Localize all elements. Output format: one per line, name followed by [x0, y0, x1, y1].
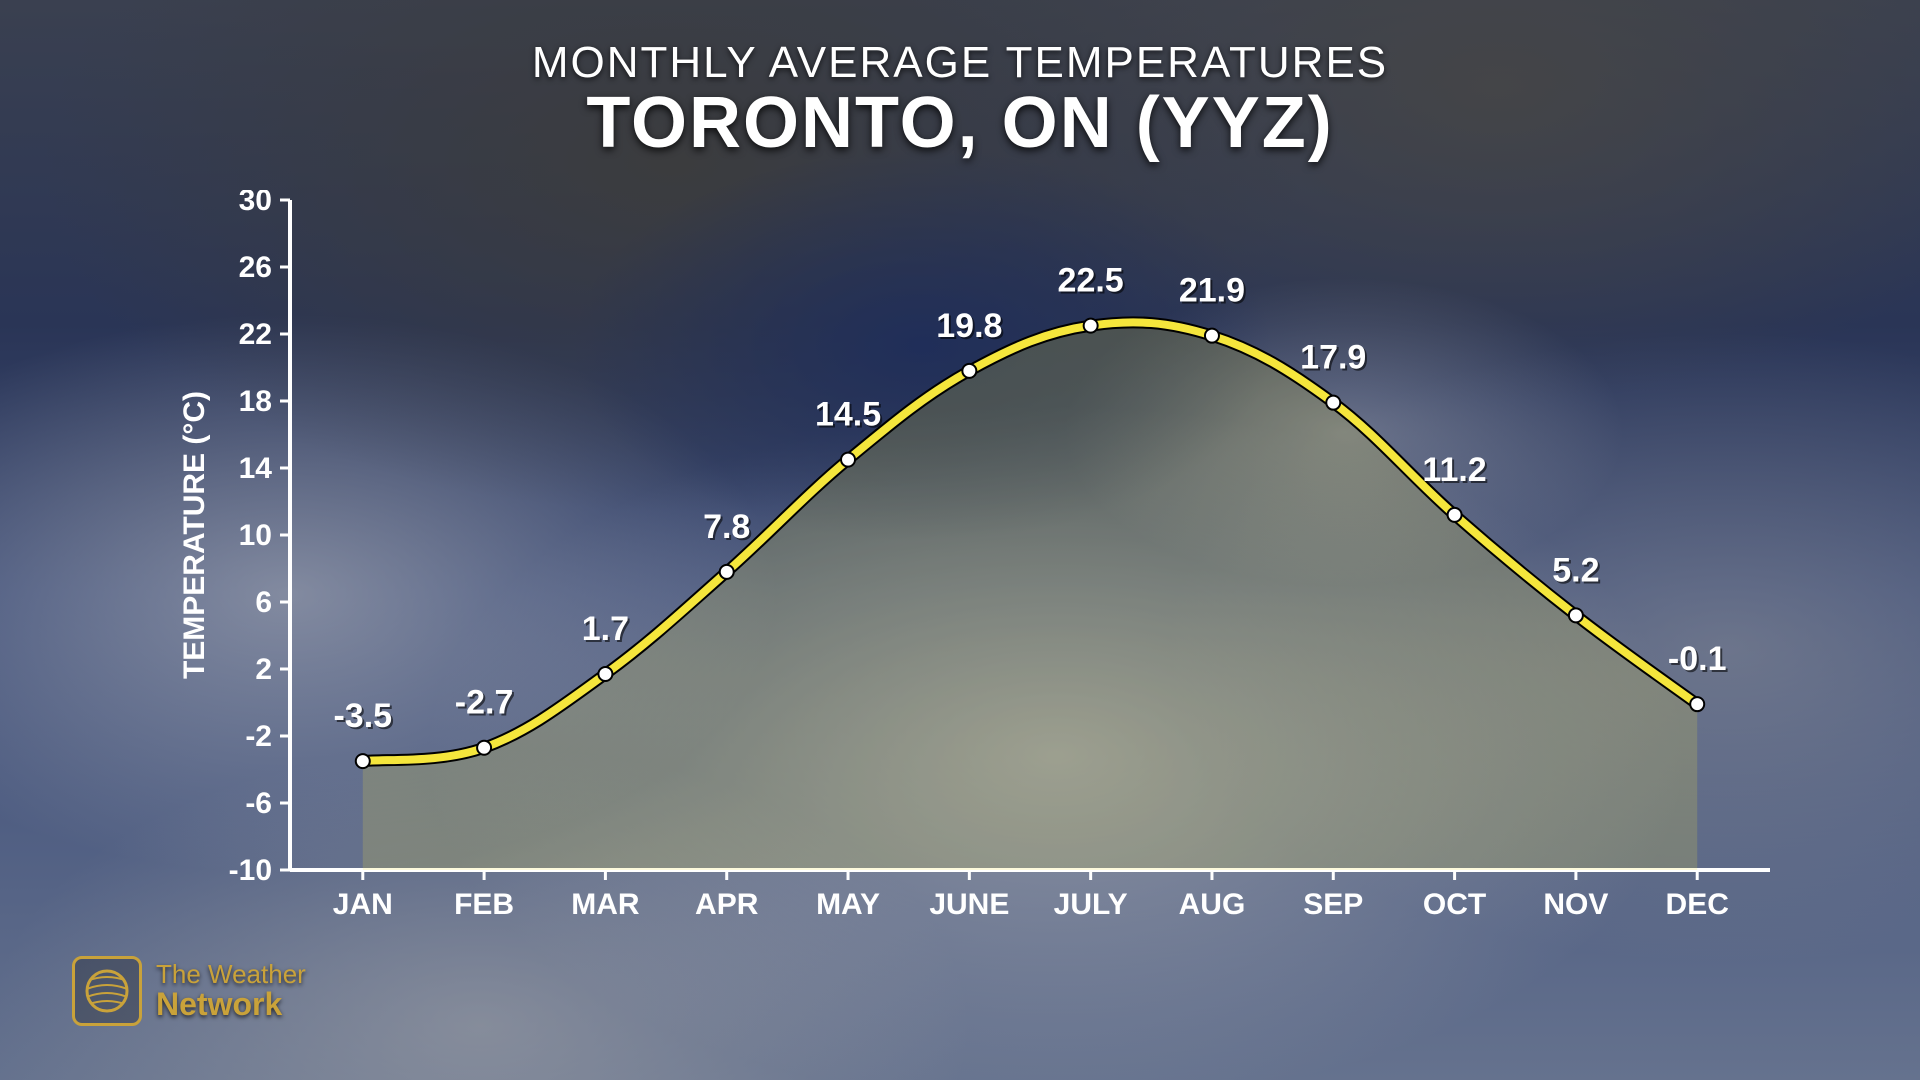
data-label: -3.5 — [333, 697, 392, 735]
chart-title: TORONTO, ON (YYZ) — [0, 82, 1920, 164]
data-marker — [477, 741, 491, 755]
data-label: 21.9 — [1179, 272, 1245, 310]
chart-subtitle: MONTHLY AVERAGE TEMPERATURES — [0, 38, 1920, 88]
data-label: 19.8 — [936, 307, 1002, 345]
x-tick-label: NOV — [1543, 888, 1608, 921]
data-marker — [1084, 319, 1098, 333]
x-tick-label: FEB — [454, 888, 514, 921]
data-label: -0.1 — [1668, 640, 1727, 678]
x-tick-label: JULY — [1054, 888, 1128, 921]
data-label: 5.2 — [1552, 551, 1599, 589]
data-marker — [1326, 396, 1340, 410]
x-tick-label: JAN — [333, 888, 393, 921]
data-marker — [720, 565, 734, 579]
x-tick-label: MAY — [816, 888, 880, 921]
data-marker — [841, 453, 855, 467]
x-tick-label: JUNE — [929, 888, 1009, 921]
data-label: 17.9 — [1300, 339, 1366, 377]
data-label: 11.2 — [1422, 451, 1486, 489]
logo-text: The Weather Network — [156, 961, 306, 1022]
data-label: -2.7 — [455, 684, 514, 722]
logo-line-2: Network — [156, 988, 306, 1022]
y-tick-label: 2 — [255, 653, 272, 686]
y-tick-label: -10 — [229, 854, 272, 887]
weather-network-logo: The Weather Network — [72, 956, 306, 1026]
x-tick-label: DEC — [1666, 888, 1729, 921]
title-block: MONTHLY AVERAGE TEMPERATURES TORONTO, ON… — [0, 38, 1920, 164]
x-tick-label: SEP — [1303, 888, 1363, 921]
data-marker — [962, 364, 976, 378]
data-marker — [356, 754, 370, 768]
x-tick-label: AUG — [1179, 888, 1246, 921]
data-label: 7.8 — [703, 508, 750, 546]
y-tick-label: 30 — [239, 190, 272, 217]
logo-globe-icon — [72, 956, 142, 1026]
temperature-chart: -10-6-226101418222630TEMPERATURE (°C)JAN… — [170, 190, 1790, 950]
y-tick-label: 18 — [239, 385, 272, 418]
data-marker — [1569, 608, 1583, 622]
area-fill — [363, 322, 1697, 870]
x-tick-label: OCT — [1423, 888, 1486, 921]
y-tick-label: 26 — [239, 251, 272, 284]
y-tick-label: 6 — [255, 586, 272, 619]
data-marker — [598, 667, 612, 681]
x-tick-label: MAR — [571, 888, 640, 921]
logo-line-1: The Weather — [156, 961, 306, 988]
y-tick-label: 22 — [239, 318, 272, 351]
data-marker — [1448, 508, 1462, 522]
data-marker — [1690, 697, 1704, 711]
y-tick-label: -6 — [245, 787, 272, 820]
chart-svg: -10-6-226101418222630TEMPERATURE (°C)JAN… — [170, 190, 1790, 950]
data-label: 1.7 — [582, 610, 629, 648]
y-tick-label: 14 — [239, 452, 273, 485]
data-label: 14.5 — [815, 396, 881, 434]
y-axis-title: TEMPERATURE (°C) — [178, 391, 211, 679]
data-label: 22.5 — [1058, 262, 1124, 300]
y-tick-label: 10 — [239, 519, 272, 552]
data-marker — [1205, 329, 1219, 343]
x-tick-label: APR — [695, 888, 759, 921]
y-tick-label: -2 — [245, 720, 272, 753]
